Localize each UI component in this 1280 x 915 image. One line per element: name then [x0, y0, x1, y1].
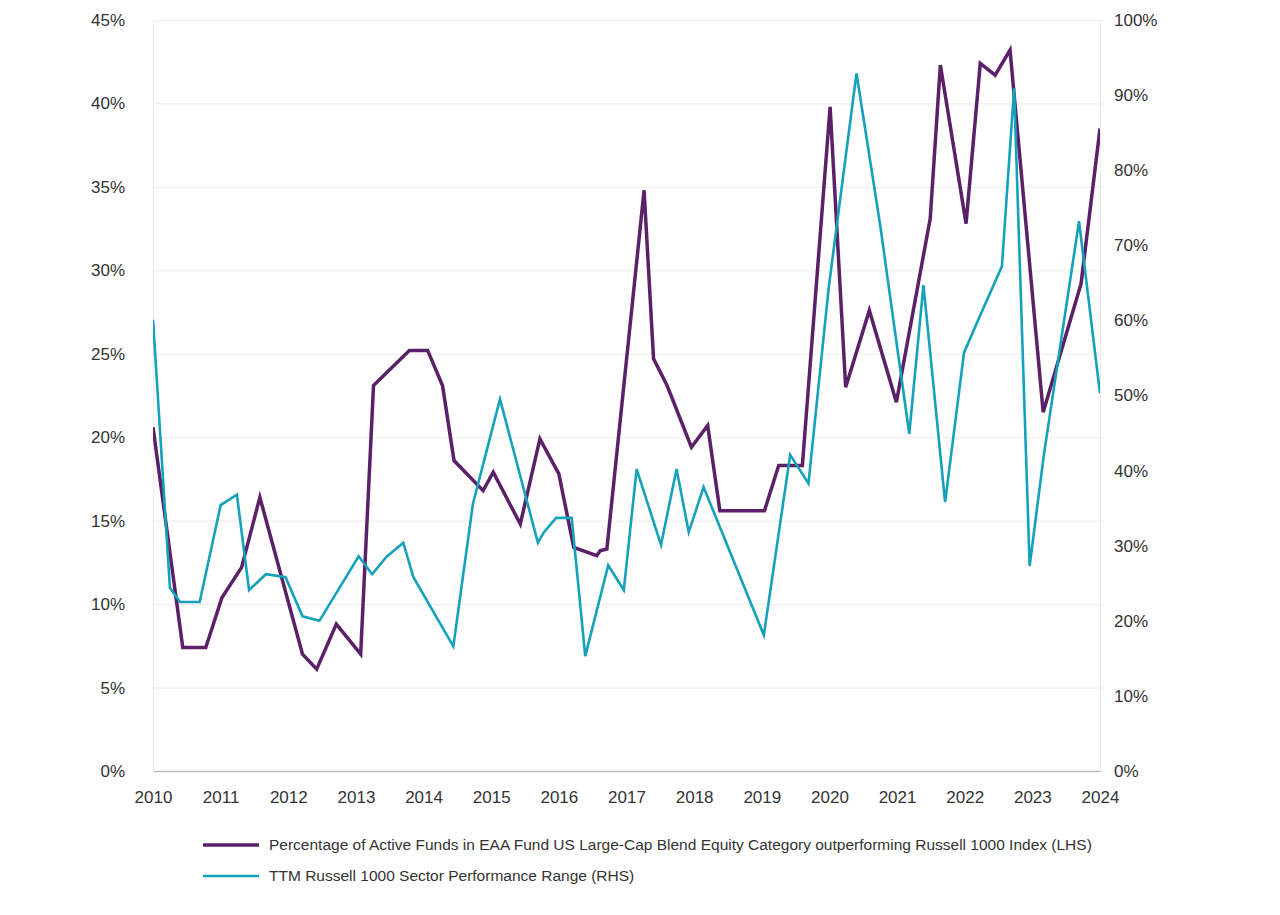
x-tick-label: 2015: [473, 788, 511, 807]
x-tick-label: 2011: [203, 788, 240, 807]
grid-line: [153, 521, 1104, 522]
x-tick-label: 2023: [1014, 788, 1052, 807]
x-tick-label: 2024: [1082, 788, 1120, 807]
y2-tick-label: 20%: [1114, 612, 1148, 631]
y-tick: 5%: [100, 678, 1104, 697]
y2-tick: 70%: [1100, 236, 1148, 255]
y-tick-label: 0%: [100, 762, 125, 781]
y-tick-label: 25%: [91, 345, 125, 364]
y2-tick-label: 30%: [1114, 537, 1148, 556]
chart: 0% 5% 10% 15% 20% 25% 30% 35% 40% 45% 0% 10% 20% 30% 4…: [0, 0, 1280, 915]
y-tick: 0%: [100, 762, 1104, 781]
x-tick: 2011: [203, 771, 240, 807]
y-tick-label: 45%: [91, 11, 125, 30]
y-axis-line: [153, 21, 154, 772]
x-tick: 2015: [473, 771, 511, 807]
y2-tick: 100%: [1100, 11, 1157, 30]
y2-tick-label: 10%: [1114, 687, 1148, 706]
legend-label: Percentage of Active Funds in EAA Fund U…: [269, 836, 1092, 853]
x-tick: 2014: [405, 771, 443, 807]
x-tick-label: 2013: [338, 788, 376, 807]
y-tick-label: 30%: [91, 261, 125, 280]
y2-tick-label: 80%: [1114, 161, 1148, 180]
x-tick: 2019: [743, 771, 781, 807]
y-tick-label: 15%: [91, 512, 125, 531]
y-tick: 40%: [91, 94, 1104, 113]
x-tick-label: 2017: [608, 788, 646, 807]
y2-tick-label: 90%: [1114, 86, 1148, 105]
x-tick-label: 2020: [811, 788, 849, 807]
y2-axis: 0% 10% 20% 30% 40% 50% 60% 70% 80% 90% 100%: [1100, 11, 1157, 781]
y2-tick-label: 70%: [1114, 236, 1148, 255]
y2-tick-label: 0%: [1114, 762, 1139, 781]
x-tick-label: 2019: [743, 788, 781, 807]
grid-line: [153, 771, 1104, 772]
y2-tick: 20%: [1100, 612, 1148, 631]
x-tick-label: 2012: [270, 788, 308, 807]
y-axis: 0% 5% 10% 15% 20% 25% 30% 35% 40% 45%: [91, 11, 1104, 781]
x-tick: 2020: [811, 771, 849, 807]
y-tick: 15%: [91, 512, 1104, 531]
y2-tick: 0%: [1100, 762, 1139, 781]
y2-tick: 90%: [1100, 86, 1148, 105]
y2-tick: 60%: [1100, 311, 1148, 330]
y-tick-label: 20%: [91, 428, 125, 447]
y2-tick: 40%: [1100, 462, 1148, 481]
x-tick: 2016: [540, 771, 578, 807]
legend-label: TTM Russell 1000 Sector Performance Rang…: [269, 867, 634, 884]
y-tick: 45%: [91, 11, 1104, 30]
x-axis-line: [154, 771, 1101, 773]
series-line: [153, 50, 1100, 669]
y-tick: 25%: [91, 345, 1104, 364]
x-tick: 2012: [270, 771, 308, 807]
y2-tick-label: 50%: [1114, 386, 1148, 405]
y-tick-label: 10%: [91, 595, 125, 614]
y-tick-label: 40%: [91, 94, 125, 113]
legend-swatch: [203, 843, 259, 847]
lines: [153, 50, 1100, 669]
x-tick: 2013: [338, 771, 376, 807]
x-tick: 2024: [1082, 771, 1120, 807]
legend-swatch: [203, 875, 259, 878]
x-tick-label: 2010: [135, 788, 173, 807]
grid-line: [153, 604, 1104, 605]
x-tick-label: 2014: [405, 788, 443, 807]
x-tick-label: 2018: [676, 788, 714, 807]
y-tick-label: 35%: [91, 178, 125, 197]
grid-line: [153, 437, 1104, 438]
y2-tick: 10%: [1100, 687, 1148, 706]
grid-line: [153, 270, 1104, 271]
y2-tick: 50%: [1100, 386, 1148, 405]
x-tick: 2023: [1014, 771, 1052, 807]
x-tick: 2018: [676, 771, 714, 807]
legend: Percentage of Active Funds in EAA Fund U…: [203, 836, 1092, 884]
y-tick: 30%: [91, 261, 1104, 280]
x-tick-label: 2021: [879, 788, 917, 807]
y2-axis-line: [1100, 21, 1101, 772]
x-tick: 2022: [946, 771, 984, 807]
x-tick: 2017: [608, 771, 646, 807]
y2-tick-label: 40%: [1114, 462, 1148, 481]
x-tick-label: 2016: [540, 788, 578, 807]
x-axis: 2010 2011 2012 2013 2014 2015 2016 2017 2018 2019…: [135, 771, 1120, 807]
y2-tick-label: 100%: [1114, 11, 1157, 30]
grid-line: [153, 103, 1104, 104]
y-tick: 35%: [91, 178, 1104, 197]
y-tick-label: 5%: [100, 678, 125, 697]
series-line: [153, 73, 1100, 656]
y2-tick-label: 60%: [1114, 311, 1148, 330]
y2-tick: 30%: [1100, 537, 1148, 556]
x-tick-label: 2022: [946, 788, 984, 807]
x-tick: 2010: [135, 771, 173, 807]
grid-line: [153, 20, 1104, 21]
x-tick: 2021: [879, 771, 917, 807]
grid-line: [153, 688, 1104, 689]
y2-tick: 80%: [1100, 161, 1148, 180]
